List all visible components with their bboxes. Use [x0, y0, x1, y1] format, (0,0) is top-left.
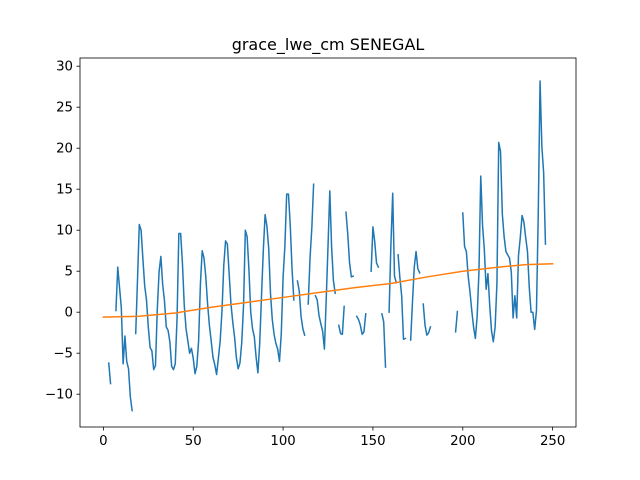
y-tick-label: −5	[53, 347, 73, 362]
series-1-segment-16	[454, 310, 459, 333]
series-1-segment-7	[337, 305, 345, 336]
series-1-segment-17	[461, 80, 547, 343]
series-1-segment-8	[345, 211, 355, 278]
y-tick-label: 10	[56, 224, 73, 239]
series-1-segment-14	[409, 250, 421, 341]
series-1-segment-4	[296, 280, 306, 337]
y-tick-label: 5	[65, 265, 73, 280]
axes-frame	[79, 57, 577, 428]
x-tick-label: 250	[540, 434, 565, 449]
y-tick-label: 30	[56, 60, 73, 75]
series-2-segment-1	[102, 263, 554, 318]
series-1-segment-3	[134, 193, 295, 376]
y-tick-label: −10	[45, 388, 73, 403]
series-1-segment-2	[115, 266, 133, 412]
series-1-segment-13	[397, 253, 407, 341]
y-tick-label: 20	[56, 142, 73, 157]
chart-title: grace_lwe_cm SENEGAL	[232, 35, 425, 55]
y-axis-ticks: −10 −5 0 5 10 15 20 25 30	[45, 60, 80, 403]
series-1-segment-10	[370, 226, 380, 272]
series-1-segment-15	[422, 303, 432, 336]
series-1-segment-1	[107, 362, 112, 385]
series-1-segment-5	[307, 183, 315, 305]
x-tick-label: 200	[450, 434, 475, 449]
x-tick-label: 100	[270, 434, 295, 449]
y-tick-label: 15	[56, 183, 73, 198]
y-tick-label: 0	[65, 306, 73, 321]
x-tick-label: 50	[185, 434, 202, 449]
x-axis-ticks: 0 50 100 150 200 250	[99, 427, 565, 449]
series-1-segment-12	[388, 192, 398, 313]
series-1-segment-9	[355, 313, 367, 336]
x-tick-label: 150	[360, 434, 385, 449]
x-tick-label: 0	[99, 434, 107, 449]
plot-frame	[79, 57, 577, 428]
y-tick-label: 25	[56, 101, 73, 116]
series-1-segment-11	[381, 312, 387, 368]
series-1-segment-6	[314, 190, 337, 350]
series-layer	[102, 80, 554, 412]
